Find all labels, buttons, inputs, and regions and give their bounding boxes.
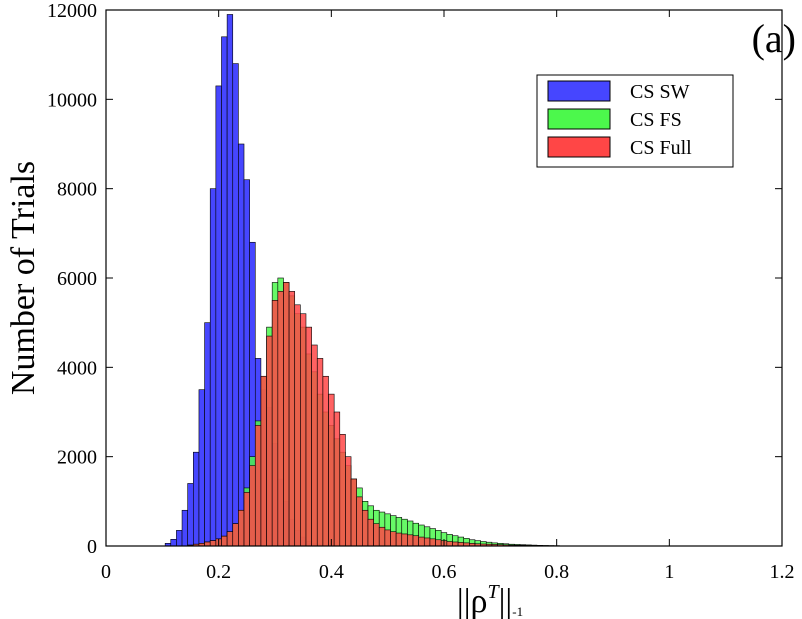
histogram-bar xyxy=(266,335,273,547)
histogram-bar xyxy=(198,389,205,547)
histogram-bar xyxy=(271,300,279,547)
x-tick-label: 0.8 xyxy=(544,561,569,583)
legend-swatch xyxy=(547,136,611,158)
x-axis-title-main: ||ρ xyxy=(457,583,488,619)
histogram-bar xyxy=(221,535,228,547)
histogram-bar xyxy=(435,539,442,547)
axis-ticks: 0 0.2 0.4 0.6 0.8 1 1.2 0 2000 4000 6000 8000 10000 1… xyxy=(47,0,795,583)
y-tick-label: 4000 xyxy=(57,357,97,379)
histogram-bar xyxy=(232,523,239,547)
x-tick-label: 1.2 xyxy=(770,561,795,583)
x-tick-label: 1 xyxy=(664,561,674,583)
histogram-bar xyxy=(243,492,250,547)
histogram-bar xyxy=(181,509,188,547)
y-tick-label: 0 xyxy=(87,536,97,558)
y-tick-label: 8000 xyxy=(57,179,97,201)
histogram-bar xyxy=(333,411,341,547)
histogram-bar xyxy=(187,483,194,547)
histogram-bar xyxy=(260,375,267,547)
x-axis-title-superscript: T xyxy=(488,581,501,603)
series-cs-full xyxy=(187,282,560,547)
x-axis-title: ||ρT||-1 xyxy=(457,581,523,619)
histogram-bar xyxy=(418,536,425,547)
legend-label: CS Full xyxy=(630,137,692,159)
x-tick-label: 0.2 xyxy=(206,561,231,583)
histogram-bar xyxy=(407,534,414,547)
x-axis-title-tail: || xyxy=(499,583,513,619)
histogram-bar xyxy=(401,533,408,547)
histogram-bar xyxy=(429,538,436,547)
histogram-bar xyxy=(176,530,183,547)
histogram-bar xyxy=(254,425,262,547)
histogram-bar xyxy=(350,478,357,547)
histogram-bars xyxy=(164,14,560,547)
histogram-bar xyxy=(316,358,324,547)
histogram-bar xyxy=(277,291,284,547)
histogram-bar xyxy=(356,496,363,547)
histogram-bar xyxy=(412,535,419,547)
histogram-bar xyxy=(238,143,245,547)
histogram-bar xyxy=(362,509,369,547)
histogram-bar xyxy=(238,509,245,547)
histogram-bar xyxy=(170,538,177,547)
y-axis-title: Number of Trials xyxy=(5,161,42,395)
histogram-bar xyxy=(384,529,391,547)
histogram-bar xyxy=(373,523,380,547)
histogram-bar xyxy=(193,451,200,547)
legend-swatch xyxy=(547,80,611,102)
panel-label: (a) xyxy=(752,16,796,61)
histogram-bar xyxy=(300,313,307,547)
histogram-bar xyxy=(226,14,234,547)
histogram-bar xyxy=(204,541,211,547)
histogram-bar xyxy=(232,63,239,547)
legend-label: CS SW xyxy=(630,81,690,103)
histogram-bar xyxy=(215,85,222,547)
histogram-bar xyxy=(209,188,217,547)
y-tick-label: 6000 xyxy=(57,268,97,290)
histogram-bar xyxy=(423,537,431,547)
histogram-bar xyxy=(305,326,312,547)
histogram-bar xyxy=(288,291,296,547)
histogram-bar xyxy=(221,36,228,547)
x-axis-title-subscript: -1 xyxy=(512,604,523,619)
x-tick-label: 0 xyxy=(101,561,111,583)
histogram-bar xyxy=(345,456,352,547)
histogram-bar xyxy=(311,344,318,547)
histogram-bar xyxy=(378,526,386,547)
y-tick-label: 12000 xyxy=(47,0,97,22)
histogram-bar xyxy=(446,541,453,547)
legend: CS SW CS FS CS Full xyxy=(536,74,734,168)
histogram-bar xyxy=(390,531,397,547)
legend-swatch xyxy=(547,108,611,130)
histogram-bar xyxy=(283,282,290,547)
y-tick-label: 10000 xyxy=(47,89,97,111)
histogram-bar xyxy=(367,518,374,547)
y-tick-label: 2000 xyxy=(57,447,97,469)
histogram-bar xyxy=(452,541,459,547)
x-tick-label: 0.4 xyxy=(319,561,344,583)
histogram-bar xyxy=(339,434,346,547)
histogram-bar xyxy=(294,304,301,547)
histogram-bar xyxy=(226,531,234,547)
histogram-bar xyxy=(322,375,329,547)
x-tick-label: 0.6 xyxy=(432,561,457,583)
histogram-bar xyxy=(249,465,256,547)
histogram-bar xyxy=(209,540,217,547)
histogram-bar xyxy=(328,393,335,547)
legend-label: CS FS xyxy=(630,109,682,131)
histogram-bar xyxy=(395,532,403,547)
histogram-bar xyxy=(204,322,211,547)
